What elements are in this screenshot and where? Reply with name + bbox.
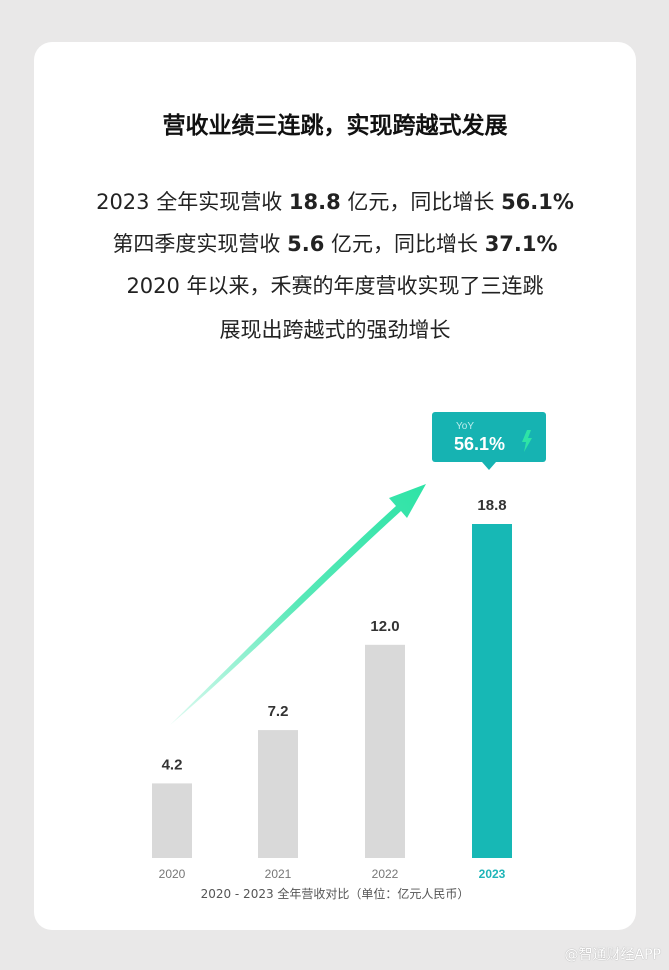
bar-2022 — [365, 644, 405, 858]
summary-line-q4: 第四季度实现营收 5.6 亿元，同比增长 37.1% — [34, 228, 636, 258]
q4-prefix: 第四季度实现营收 — [112, 232, 288, 256]
summary-line-annual: 2023 全年实现营收 18.8 亿元，同比增长 56.1% — [34, 186, 636, 216]
yoy-callout-label: YoY — [456, 421, 474, 432]
x-tick-label-2023: 2023 — [479, 867, 506, 881]
headline: 营收业绩三连跳，实现跨越式发展 — [162, 113, 508, 139]
card: 营收业绩三连跳，实现跨越式发展 2023 全年实现营收 18.8 亿元，同比增长… — [34, 42, 636, 930]
q4-growth: 37.1% — [484, 232, 558, 256]
bar-value-label-2021: 7.2 — [268, 703, 289, 720]
q4-revenue: 5.6 — [287, 232, 325, 256]
q4-mid: 亿元，同比增长 — [324, 232, 485, 256]
yoy-callout-value: 56.1% — [454, 434, 505, 454]
bar-value-label-2022: 12.0 — [370, 618, 399, 635]
x-tick-label-2022: 2022 — [372, 867, 399, 881]
growth-arrow-icon — [170, 484, 426, 725]
yoy-callout-pointer — [482, 462, 496, 470]
x-tick-label-2020: 2020 — [159, 867, 186, 881]
bar-2023 — [472, 524, 512, 858]
summary-line-three-jumps: 2020 年以来，禾赛的年度营收实现了三连跳 — [126, 274, 544, 298]
watermark: @智通财经APP — [564, 947, 661, 963]
annual-revenue: 18.8 — [288, 190, 341, 214]
up-arrow-icon — [522, 430, 532, 452]
bar-value-label-2023: 18.8 — [477, 497, 506, 514]
summary-line-growth: 展现出跨越式的强劲增长 — [219, 318, 451, 342]
revenue-bar-chart: 4.2 2020 7.2 2021 12.0 2022 18.8 2023 YoY 56.1%… — [152, 412, 546, 901]
yoy-callout-box — [432, 412, 546, 462]
annual-prefix: 2023 全年实现营收 — [96, 190, 289, 214]
x-tick-label-2021: 2021 — [265, 867, 292, 881]
bar-value-label-2020: 4.2 — [162, 756, 183, 773]
annual-growth: 56.1% — [501, 190, 574, 214]
annual-mid: 亿元，同比增长 — [340, 190, 502, 214]
bar-2020 — [152, 783, 192, 858]
yoy-callout: YoY 56.1% — [432, 412, 546, 470]
chart-caption: 2020 - 2023 全年营收对比（单位：亿元人民币） — [201, 886, 470, 901]
bar-2021 — [258, 730, 298, 858]
